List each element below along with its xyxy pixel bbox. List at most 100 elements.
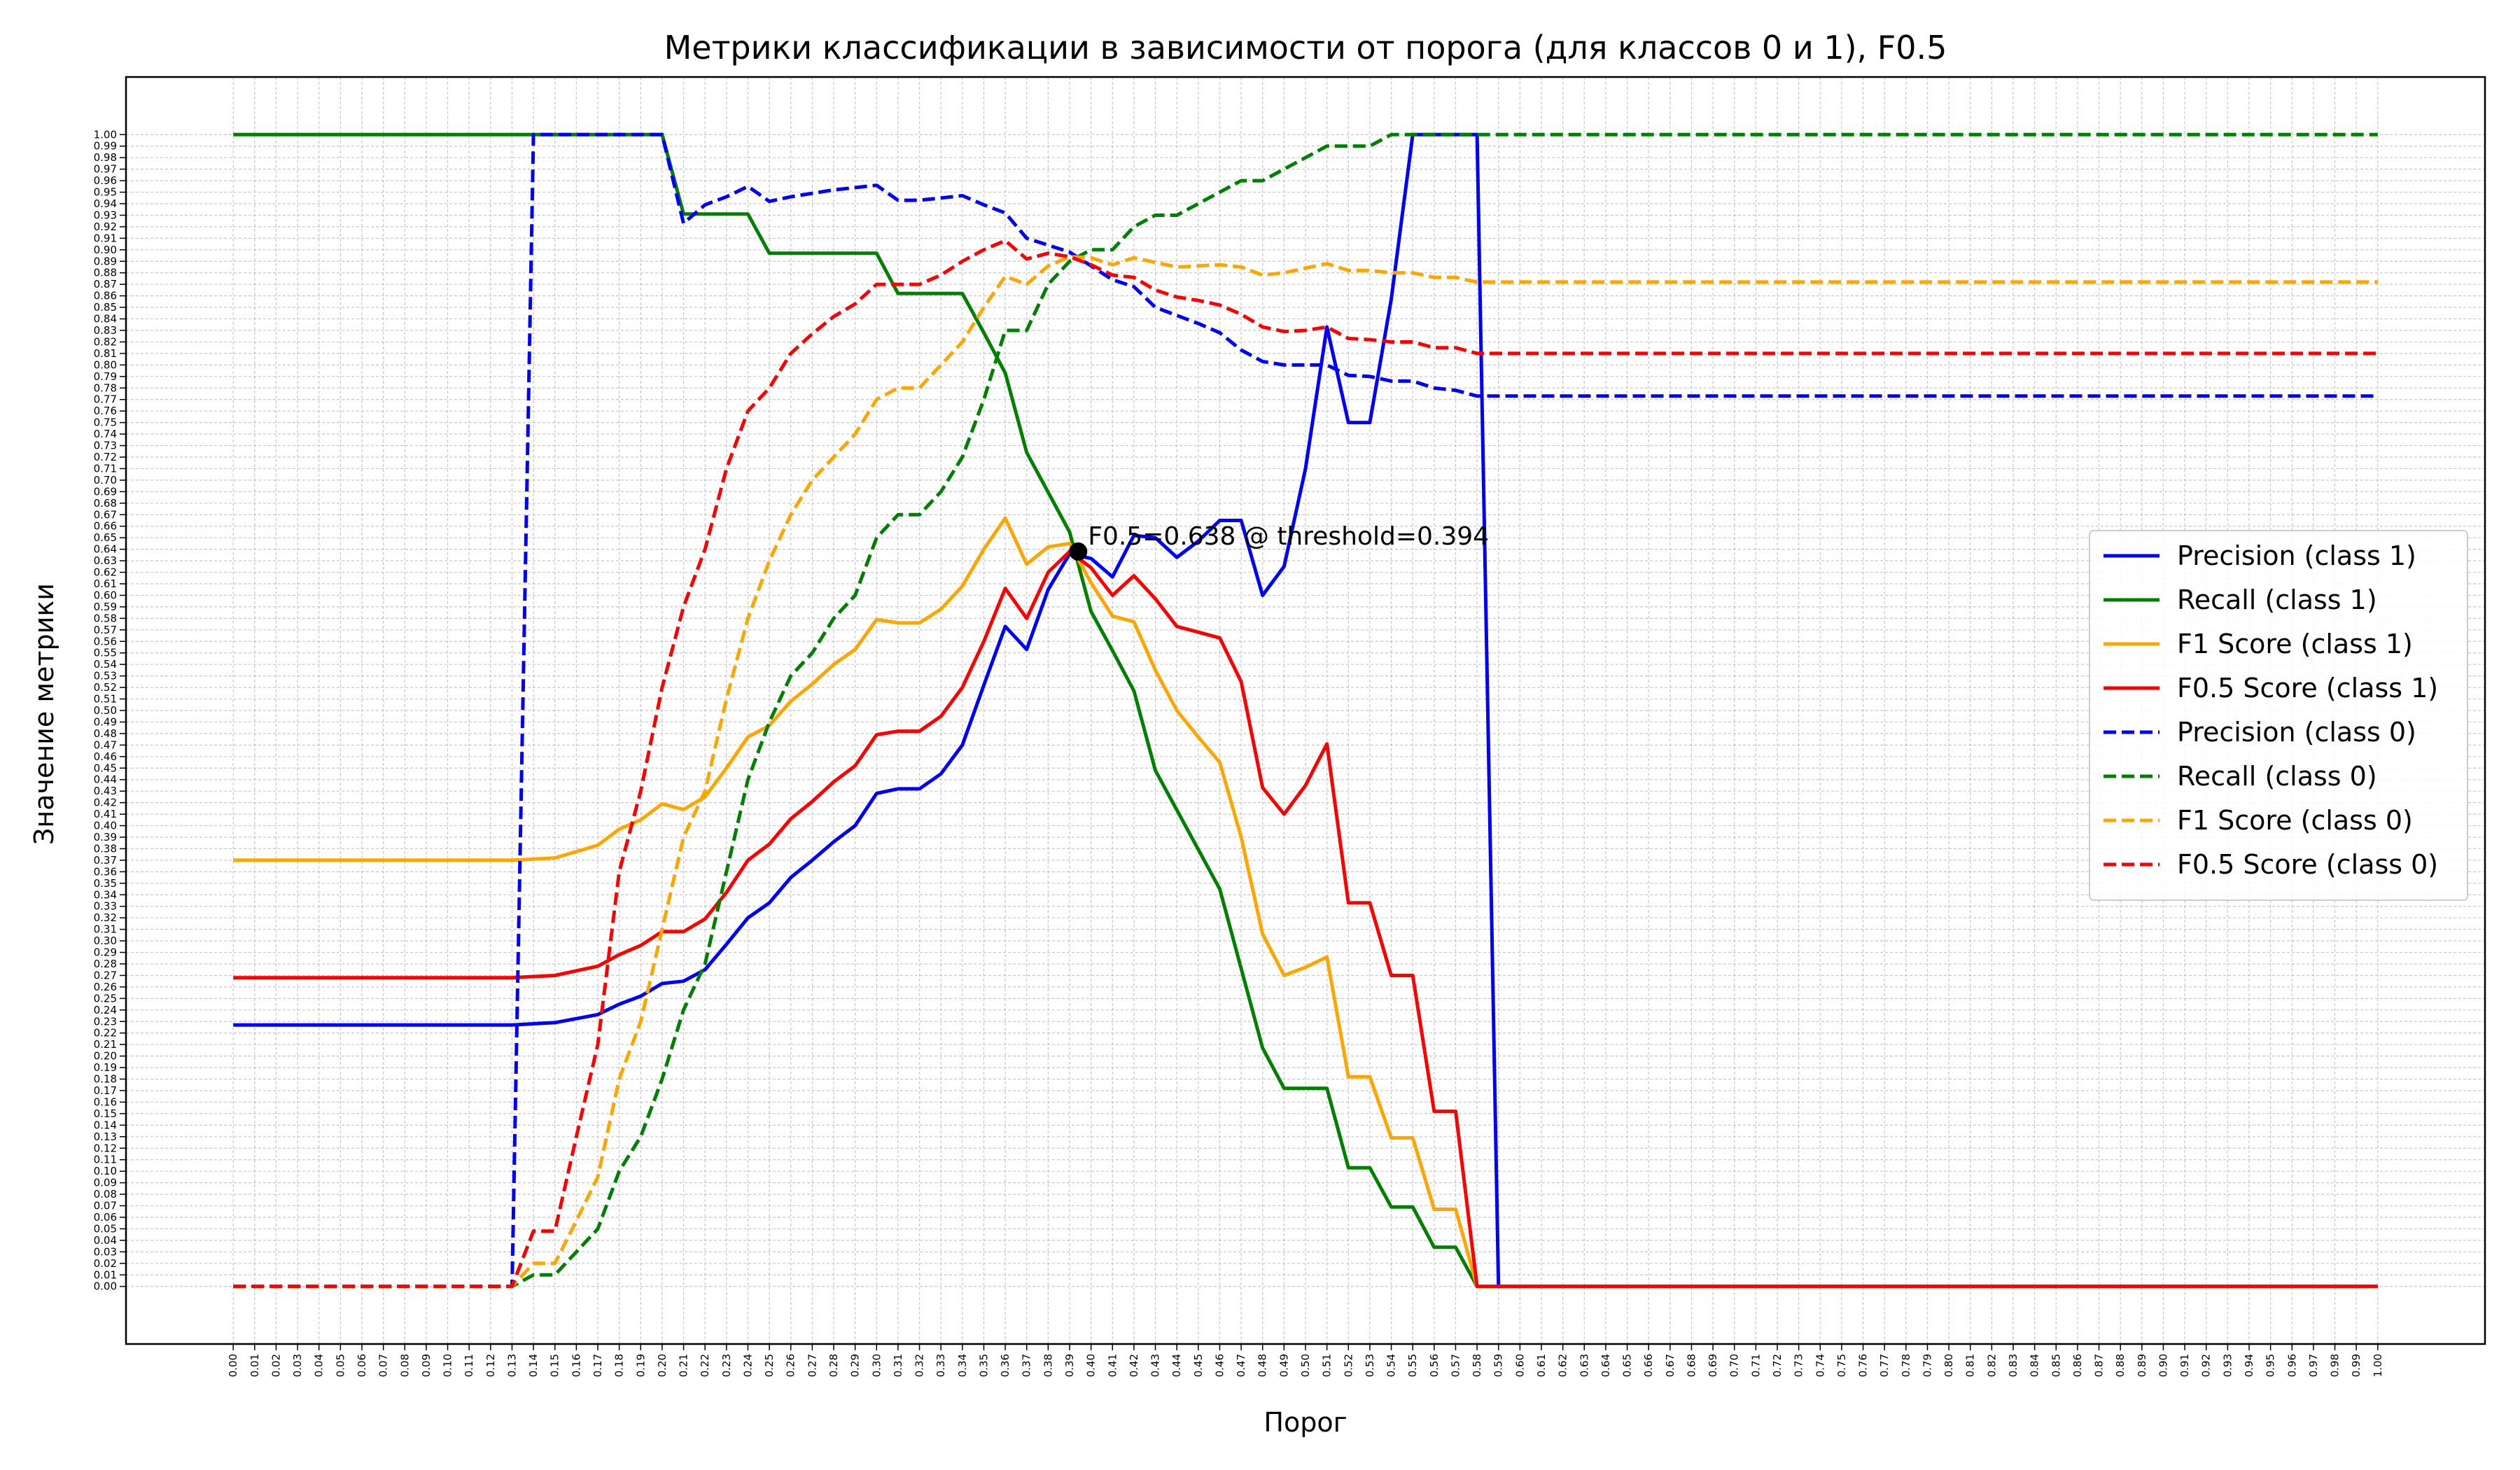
y-tick-label: 0.89 [94,255,117,267]
y-tick-label: 0.02 [94,1257,117,1270]
y-tick-label: 0.72 [94,451,117,463]
y-tick-label: 0.52 [94,681,117,694]
legend-label: Precision (class 1) [2177,540,2416,571]
x-tick-label: 0.27 [806,1354,818,1377]
x-tick-label: 0.09 [420,1354,433,1377]
y-tick-label: 0.34 [94,888,117,901]
x-tick-label: 0.41 [1106,1354,1119,1377]
best-threshold-marker [1069,542,1088,561]
x-tick-label: 0.59 [1492,1354,1505,1377]
y-tick-label: 0.59 [94,601,117,613]
y-tick-label: 0.38 [94,842,117,855]
x-tick-label: 0.94 [2243,1354,2255,1377]
x-tick-label: 0.80 [1942,1354,1955,1377]
x-tick-label: 0.18 [613,1354,626,1377]
y-tick-label: 0.00 [94,1280,117,1293]
y-tick-label: 0.70 [94,474,117,486]
y-tick-label: 0.30 [94,934,117,947]
x-tick-label: 0.10 [442,1354,454,1377]
y-tick-label: 0.05 [94,1222,117,1235]
y-axis-label: Значение метрики [29,583,59,845]
legend-label: Recall (class 1) [2177,584,2377,615]
y-tick-label: 0.04 [94,1234,117,1247]
y-tick-label: 0.08 [94,1188,117,1200]
y-tick-label: 0.77 [94,393,117,406]
x-tick-label: 0.37 [1021,1354,1033,1377]
x-tick-label: 0.11 [463,1354,475,1377]
series-line [233,132,2378,1289]
best-threshold-annotation: F0.5=0.638 @ threshold=0.394 [1088,522,1489,551]
y-tick-label: 0.15 [94,1107,117,1120]
x-tick-label: 0.32 [913,1354,926,1377]
x-tick-label: 0.87 [2093,1354,2106,1377]
x-tick-label: 0.22 [699,1354,711,1377]
y-tick-label: 0.61 [94,578,117,590]
y-tick-label: 0.18 [94,1073,117,1086]
y-tick-label: 0.47 [94,738,117,751]
x-tick-label: 0.53 [1364,1354,1376,1377]
y-tick-label: 0.58 [94,612,117,624]
x-tick-label: 0.78 [1900,1354,1912,1377]
y-tick-label: 0.88 [94,267,117,279]
x-tick-label: 0.07 [377,1354,390,1377]
x-tick-label: 0.43 [1149,1354,1162,1377]
legend-label: F0.5 Score (class 1) [2177,673,2438,704]
x-tick-label: 0.57 [1449,1354,1462,1377]
y-tick-label: 0.46 [94,750,117,763]
y-tick-label: 0.37 [94,854,117,867]
series-line [233,132,2378,1289]
y-tick-label: 0.51 [94,693,117,706]
legend: Precision (class 1) Recall (class 1) F1 Sc… [2089,530,2468,901]
y-tick-label: 0.75 [94,416,117,429]
y-tick-label: 0.32 [94,911,117,924]
x-tick-label: 0.04 [313,1354,326,1377]
legend-label: F1 Score (class 0) [2177,805,2413,836]
y-tick-label: 0.42 [94,797,117,809]
y-tick-label: 0.98 [94,151,117,164]
x-tick-label: 0.75 [1835,1354,1848,1377]
y-tick-label: 0.14 [94,1119,117,1131]
y-tick-label: 0.26 [94,981,117,993]
x-tick-label: 0.70 [1728,1354,1741,1377]
y-tick-label: 0.66 [94,520,117,533]
x-tick-label: 0.38 [1042,1354,1054,1377]
y-tick-label: 0.76 [94,405,117,417]
x-tick-label: 0.90 [2157,1354,2169,1377]
x-tick-label: 0.65 [1621,1354,1634,1377]
y-tick-label: 0.86 [94,290,117,302]
y-tick-label: 0.65 [94,531,117,544]
y-tick-label: 0.07 [94,1200,117,1212]
x-tick-label: 0.33 [934,1354,947,1377]
x-tick-label: 0.45 [1192,1354,1205,1377]
series-line [233,255,2378,1289]
y-tick-label: 0.64 [94,543,117,556]
x-tick-label: 0.19 [634,1354,647,1377]
x-tick-label: 0.03 [291,1354,304,1377]
y-tick-label: 0.69 [94,485,117,498]
x-tick-label: 0.36 [999,1354,1011,1377]
y-tick-label: 0.90 [94,244,117,256]
x-tick-label: 0.40 [1085,1354,1098,1377]
x-tick-label: 0.88 [2114,1354,2127,1377]
x-tick-label: 0.23 [720,1354,733,1377]
x-tick-label: 0.51 [1321,1354,1334,1377]
y-tick-label: 0.91 [94,232,117,244]
y-tick-label: 0.63 [94,554,117,567]
x-tick-label: 0.58 [1471,1354,1483,1377]
y-tick-label: 0.56 [94,635,117,648]
series-line [233,550,2378,1289]
legend-label: Precision (class 0) [2177,717,2416,748]
x-tick-label: 0.71 [1749,1354,1762,1377]
x-tick-label: 0.05 [334,1354,346,1377]
x-tick-label: 0.66 [1642,1354,1655,1377]
x-tick-label: 0.28 [827,1354,840,1377]
x-tick-label: 0.72 [1771,1354,1784,1377]
x-tick-label: 0.49 [1278,1354,1290,1377]
y-tick-label: 0.11 [94,1154,117,1166]
y-tick-label: 0.87 [94,278,117,290]
y-tick-label: 0.97 [94,163,117,176]
y-tick-label: 0.53 [94,670,117,682]
y-tick-label: 0.93 [94,209,117,221]
